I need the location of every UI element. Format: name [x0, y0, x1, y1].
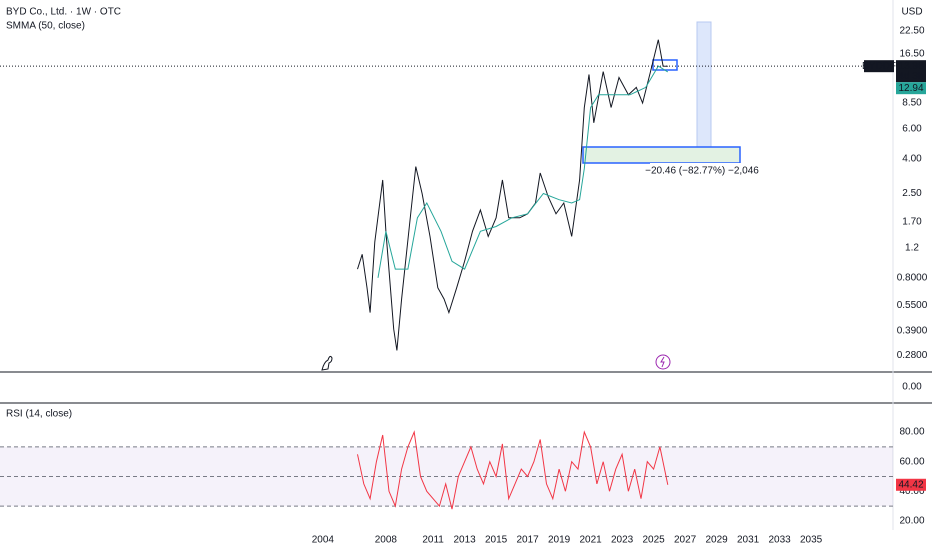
rsi-label: RSI (14, close): [6, 409, 72, 420]
y-tick-label: 1.70: [902, 217, 922, 228]
volume-tick-label: 0.00: [902, 382, 922, 393]
indicator-label: SMMA (50, close): [6, 21, 85, 32]
currency: USD: [901, 7, 922, 18]
x-tick-label: 2027: [674, 535, 697, 546]
y-tick-label: 8.50: [902, 98, 922, 109]
y-tick-label: 0.5500: [897, 300, 928, 311]
rsi-tag: [896, 478, 926, 491]
series-line: [377, 65, 669, 278]
x-tick-label: 2015: [485, 535, 508, 546]
symbol-label: BYDDF: [862, 61, 896, 72]
x-tick-label: 2025: [642, 535, 665, 546]
smma-tag: [896, 82, 926, 95]
y-tick-label: 40.00: [899, 486, 924, 497]
x-tick-label: 2035: [800, 535, 823, 546]
x-tick-label: 2023: [611, 535, 634, 546]
y-tick-label: 2.50: [902, 188, 922, 199]
event-bolt: [660, 356, 665, 368]
x-tick-label: 2029: [705, 535, 728, 546]
last-price: 13.98: [898, 61, 923, 72]
vertical-range: [696, 21, 712, 153]
x-tick-label: 2033: [768, 535, 791, 546]
x-tick-label: 2004: [312, 535, 335, 546]
y-tick-label: 0.2800: [897, 350, 928, 361]
y-tick-label: 20.00: [899, 516, 924, 527]
measure-label-bg: [650, 163, 754, 179]
smma-last: 12.94: [898, 83, 923, 94]
x-tick-label: 2021: [579, 535, 602, 546]
y-tick-label: 6.00: [902, 123, 922, 134]
rsi-last: 44.42: [898, 479, 923, 490]
x-tick-label: 2031: [737, 535, 760, 546]
x-tick-label: 2019: [548, 535, 571, 546]
price-tag: [896, 60, 926, 83]
x-tick-label: 2011: [422, 535, 444, 546]
chart-title: BYD Co., Ltd. · 1W · OTC: [6, 7, 121, 18]
x-tick-label: 2017: [516, 535, 539, 546]
event-icon[interactable]: [655, 354, 671, 370]
y-tick-label: 16.50: [899, 49, 924, 60]
y-tick-label: 0.3900: [897, 326, 928, 337]
series-line: [357, 39, 668, 351]
y-tick-label: 4.00: [902, 153, 922, 164]
y-tick-label: 60.00: [899, 456, 924, 467]
x-tick-label: 2013: [453, 535, 476, 546]
countdown: 4d 3h: [898, 71, 923, 82]
series-line: [357, 430, 669, 510]
symbol-tag: [864, 60, 894, 73]
measure-box: [582, 146, 741, 164]
logo-icon: [321, 355, 333, 371]
measure-label: −20.46 (−82.77%) −2,046: [645, 166, 759, 177]
y-tick-label: 22.50: [899, 26, 924, 37]
y-tick-label: 80.00: [899, 427, 924, 438]
x-tick-label: 2008: [375, 535, 398, 546]
y-tick-label: 0.8000: [897, 272, 928, 283]
y-tick-label: 1.2: [905, 242, 919, 253]
